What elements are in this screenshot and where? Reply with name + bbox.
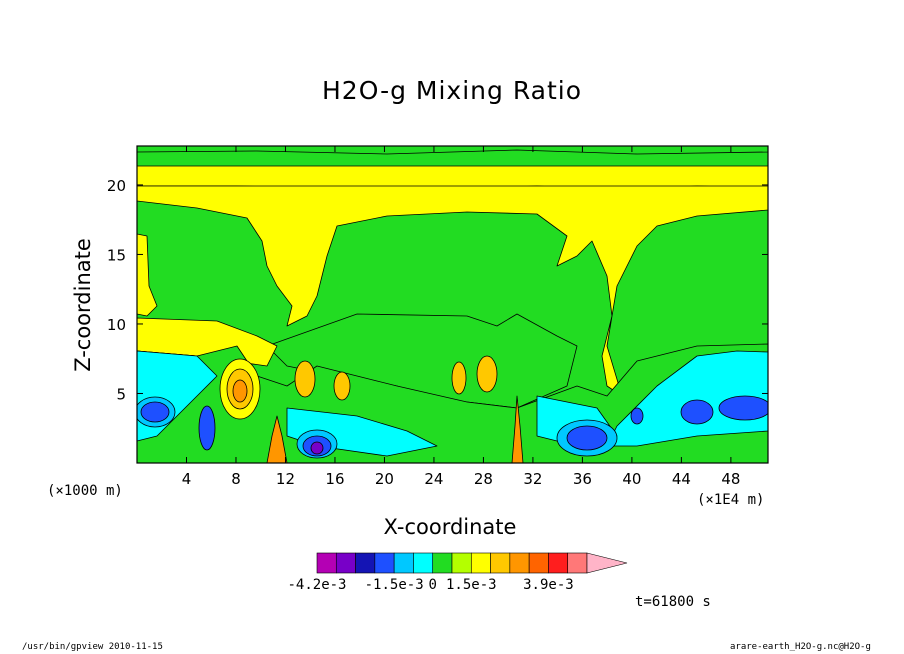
- x-tick-label: 4: [182, 470, 192, 488]
- y-axis-ticks: 5 10 15 20: [107, 177, 768, 403]
- x-unit-left: (×1000 m): [47, 483, 123, 499]
- region-orange-cell5: [476, 355, 498, 393]
- colorbar-swatch: [374, 552, 395, 574]
- y-tick-label: 5: [116, 385, 126, 403]
- x-axis-label: X-coordinate: [383, 515, 517, 539]
- region-plume-left: [266, 415, 288, 463]
- colorbar-swatch: [451, 552, 472, 574]
- x-unit-right: (×1E4 m): [697, 492, 765, 508]
- colorbar-swatch: [432, 552, 453, 574]
- colorbar-swatch: [567, 552, 588, 574]
- y-axis-label: Z-coordinate: [71, 238, 95, 372]
- colorbar-swatch: [335, 552, 356, 574]
- contour-field: [137, 146, 768, 463]
- x-tick-label: 44: [672, 470, 691, 488]
- x-tick-label: 32: [523, 470, 542, 488]
- colorbar-label: -4.2e-3: [287, 577, 346, 593]
- region-blue-right: [566, 425, 608, 451]
- footer-left: /usr/bin/gpview 2010-11-15: [22, 642, 163, 652]
- region-orange-cell3: [333, 371, 351, 401]
- colorbar-swatch: [548, 552, 569, 574]
- x-tick-label: 40: [622, 470, 641, 488]
- colorbar-label: 0: [428, 577, 436, 593]
- footer-right: arare-earth_H2O-g.nc@H2O-g: [730, 642, 871, 652]
- x-tick-label: 12: [276, 470, 295, 488]
- region-blue-left: [140, 401, 170, 423]
- colorbar-swatch: [413, 552, 434, 574]
- colorbar-swatch: [355, 552, 376, 574]
- x-axis-ticks: 4 8 12 16 20 24 28 32 36 40 44 48: [182, 146, 740, 488]
- region-orange-cell4: [451, 361, 467, 395]
- colorbar-label: 1.5e-3: [446, 577, 497, 593]
- region-blue-right3: [718, 395, 768, 421]
- chart-title: H2O-g Mixing Ratio: [321, 76, 583, 105]
- region-purple-mid: [310, 441, 324, 455]
- colorbar-arrow: [586, 552, 628, 574]
- y-tick-label: 15: [107, 246, 126, 264]
- colorbar-swatch: [393, 552, 414, 574]
- region-blue-right2: [680, 399, 714, 425]
- colorbar-swatch: [490, 552, 511, 574]
- colorbar-swatch: [509, 552, 530, 574]
- region-plume-right: [511, 395, 524, 463]
- colorbar-swatch: [528, 552, 549, 574]
- colorbar: -4.2e-3 -1.5e-3 0 1.5e-3 3.9e-3: [287, 552, 628, 593]
- region-orange-cell2: [294, 360, 316, 398]
- y-tick-label: 20: [107, 177, 126, 195]
- x-tick-label: 24: [424, 470, 443, 488]
- colorbar-label: 3.9e-3: [523, 577, 574, 593]
- y-tick-label: 10: [107, 316, 126, 334]
- region-yellow-upper: [137, 185, 768, 397]
- x-tick-label: 36: [573, 470, 592, 488]
- region-blue-right4: [630, 407, 644, 425]
- time-label: t=61800 s: [635, 594, 711, 610]
- colorbar-swatch: [470, 552, 491, 574]
- region-darkorange-cell1: [232, 379, 248, 403]
- plot-frame: [136, 145, 769, 464]
- x-tick-label: 16: [325, 470, 344, 488]
- region-cyan-right: [606, 350, 768, 447]
- region-blue-left2: [198, 405, 216, 451]
- region-green-top: [137, 146, 768, 155]
- colorbar-swatch: [316, 552, 337, 574]
- x-tick-label: 28: [474, 470, 493, 488]
- x-tick-label: 48: [721, 470, 740, 488]
- x-tick-label: 8: [231, 470, 241, 488]
- x-tick-label: 20: [375, 470, 394, 488]
- colorbar-label: -1.5e-3: [365, 577, 424, 593]
